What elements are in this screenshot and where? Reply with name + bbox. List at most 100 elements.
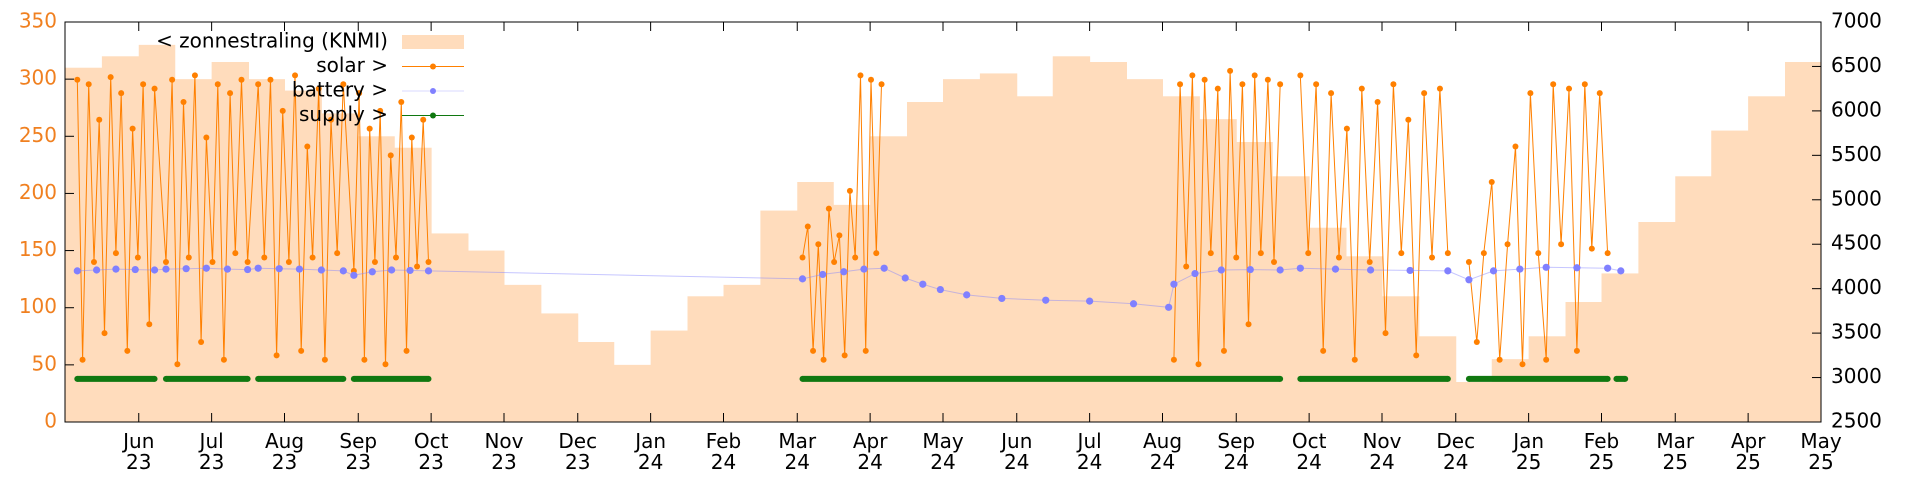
irradiance-step [284, 90, 322, 423]
data-point [377, 107, 384, 114]
data-point [140, 81, 147, 88]
irradiance-step [760, 210, 798, 422]
x-tick-label: Aug 23 [264, 429, 305, 474]
data-point [328, 116, 335, 123]
data-point [371, 259, 378, 265]
data-point [1129, 300, 1138, 308]
data-point [414, 263, 421, 270]
x-tick-label: Apr 24 [852, 429, 888, 474]
irradiance-step [907, 102, 944, 422]
battery-layer [73, 263, 1625, 311]
data-point [1473, 339, 1480, 345]
data-point [1543, 356, 1550, 363]
data-point [1277, 375, 1284, 382]
data-point [244, 265, 252, 274]
x-tick-label: Jan 25 [1513, 429, 1545, 474]
data-point [1398, 250, 1405, 257]
data-point [93, 266, 101, 274]
data-point [799, 254, 806, 261]
data-point [919, 280, 927, 288]
data-point [191, 72, 198, 79]
data-point [393, 254, 400, 261]
data-point [1220, 347, 1227, 354]
data-point [203, 134, 210, 141]
y-tick-label: 350 [19, 9, 57, 33]
data-point [1165, 303, 1173, 311]
data-point [73, 267, 81, 275]
irradiance-step [1748, 96, 1786, 423]
x-tick-label: Feb 24 [705, 429, 742, 474]
data-point [112, 250, 119, 257]
irradiance-step [1052, 56, 1091, 423]
x-tick-label: Jun 23 [123, 429, 155, 474]
data-point [963, 291, 971, 299]
legend-swatch [402, 35, 464, 49]
y2-tick-label: 3500 [1831, 320, 1882, 344]
data-point [1239, 81, 1246, 88]
data-point [1305, 250, 1312, 257]
data-point [340, 81, 347, 88]
data-point [1374, 99, 1381, 105]
data-point [273, 352, 280, 359]
data-point [840, 268, 848, 276]
data-point [340, 375, 347, 382]
data-point [1351, 356, 1358, 363]
data-point [361, 356, 368, 363]
data-point [424, 267, 433, 275]
y2-tick-label: 2500 [1831, 409, 1882, 433]
data-point [1189, 72, 1196, 79]
irradiance-step [1675, 176, 1712, 422]
irradiance-step [1455, 382, 1493, 422]
data-point [1622, 375, 1629, 382]
data-point [1596, 90, 1603, 97]
data-point [819, 270, 827, 279]
data-point [1550, 81, 1557, 88]
data-point [1191, 269, 1199, 278]
data-point [85, 81, 92, 88]
x-tick-label: May 24 [922, 429, 964, 474]
data-point [1183, 263, 1190, 270]
data-point [382, 361, 389, 368]
data-point [1328, 90, 1335, 97]
data-point [1042, 296, 1050, 304]
data-point [275, 265, 283, 273]
x-tick-label: Oct 24 [1291, 429, 1327, 474]
y-tick-label: 100 [19, 294, 57, 318]
irradiance-step [138, 44, 176, 422]
data-point [425, 375, 432, 382]
x-tick-label: Jul 24 [1076, 429, 1103, 474]
data-point [408, 134, 415, 141]
data-point [315, 85, 322, 92]
data-point [151, 375, 158, 382]
data-point [1444, 375, 1451, 382]
data-point [1436, 85, 1443, 92]
data-point [131, 265, 139, 274]
data-point [174, 361, 181, 368]
data-point [134, 254, 141, 261]
data-point [1588, 245, 1595, 252]
x-tick-label: Oct 23 [413, 429, 449, 474]
legend-label: solar > [316, 53, 388, 77]
data-point [1516, 265, 1524, 273]
data-point [841, 352, 848, 359]
x-tick-label: Mar 24 [778, 429, 817, 474]
data-point [162, 375, 169, 382]
data-point [1527, 90, 1534, 97]
data-point [1343, 125, 1350, 132]
y2-tick-label: 5000 [1831, 186, 1882, 210]
data-point [810, 347, 817, 354]
data-point [180, 99, 187, 105]
irradiance-step [65, 67, 103, 422]
data-point [403, 347, 410, 354]
data-point [1480, 250, 1487, 257]
data-point [90, 259, 97, 265]
data-point [368, 268, 376, 276]
data-point [852, 254, 859, 261]
data-point [107, 74, 114, 81]
data-point [255, 375, 262, 382]
data-point [1413, 352, 1420, 359]
data-point [1382, 330, 1389, 337]
data-point [295, 265, 304, 273]
